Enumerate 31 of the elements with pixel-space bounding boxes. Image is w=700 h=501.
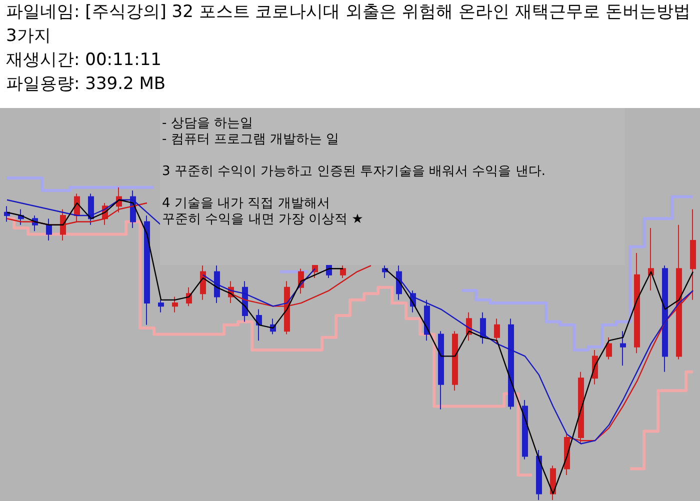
text-panel: - 상담을 하는일 - 컴퓨터 프로그램 개발하는 일 3 꾸준히 수익이 가능하고 인증된 투자기술을 배워서 수익을 낸다. 4 기술을 내가 직접 개발해서 꾸준히 수익을 내면 가장 이상적 ★ — [160, 108, 625, 265]
candlestick — [396, 265, 402, 300]
candlestick — [452, 330, 458, 392]
candlestick — [606, 336, 612, 360]
candlestick — [284, 280, 290, 335]
candlestick — [494, 318, 500, 344]
candlestick — [662, 265, 668, 372]
candlestick — [648, 228, 654, 292]
candlestick — [620, 330, 626, 366]
candlestick — [172, 296, 178, 313]
text: 파일용량: 339.2 MB — [6, 73, 167, 96]
candlestick — [438, 330, 444, 410]
annotation: 4 기술을 내가 직접 개발해서 — [162, 196, 330, 212]
candlestick — [480, 312, 486, 344]
candlestick — [522, 399, 528, 460]
candlestick — [424, 299, 430, 342]
candlestick — [340, 265, 346, 279]
candlestick — [214, 265, 220, 304]
candlestick — [46, 218, 52, 242]
chart-title: 파일네임: [주식강의] 32 포스트 코로나시대 외출은 위험해 온라인 재택근무로 돈버는방법 3가지 — [6, 1, 692, 48]
candlestick — [4, 206, 10, 222]
candlestick — [676, 224, 682, 360]
candlestick — [508, 318, 514, 410]
candlestick — [634, 252, 640, 354]
text: 재생시간: 00:11:11 — [6, 49, 162, 72]
candlestick — [158, 299, 164, 313]
candlestick — [60, 208, 66, 242]
candlestick — [256, 308, 262, 342]
annotation: 꾸준히 수익을 내면 가장 이상적 ★ — [162, 212, 364, 228]
candlestick — [536, 449, 542, 500]
candlestick — [144, 215, 150, 326]
